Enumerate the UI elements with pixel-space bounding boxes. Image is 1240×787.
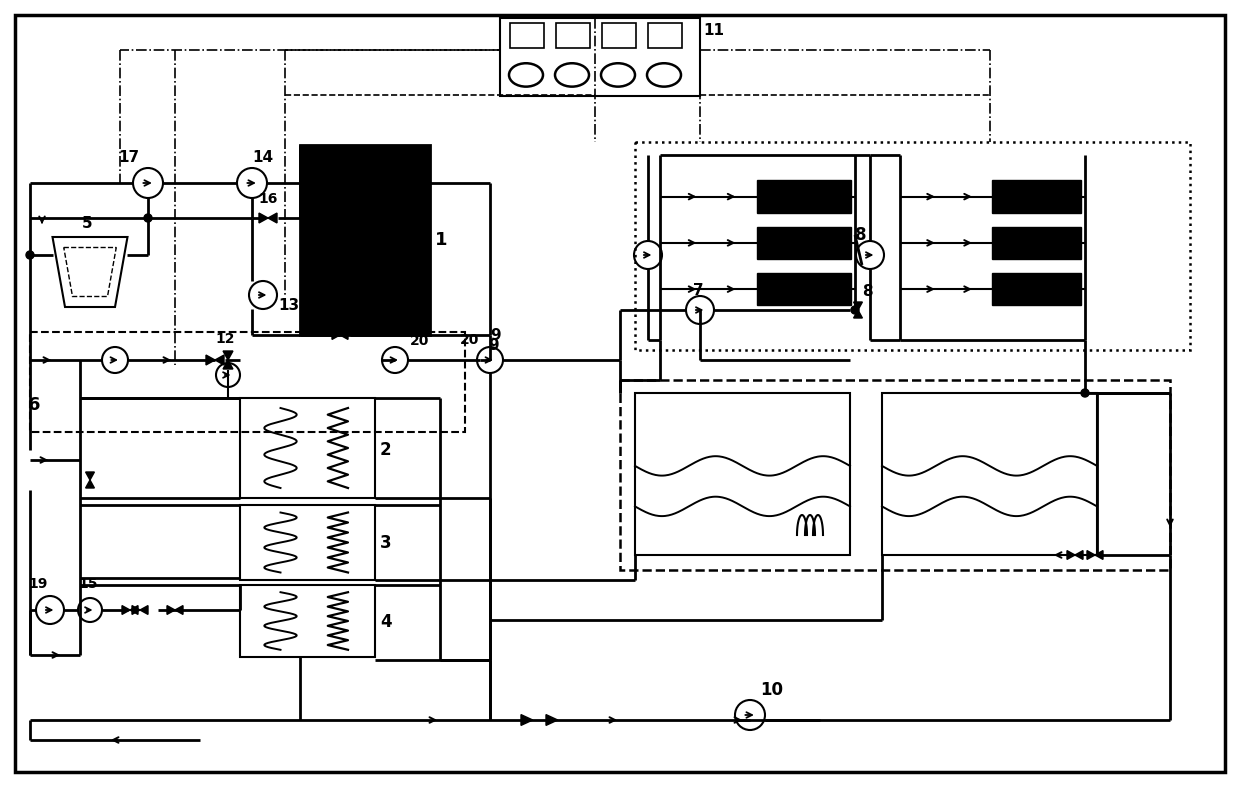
Polygon shape: [259, 213, 268, 223]
Bar: [241, 585, 374, 657]
Text: 8: 8: [862, 284, 873, 299]
Polygon shape: [122, 606, 130, 615]
Text: 12: 12: [215, 332, 234, 346]
Text: 15: 15: [78, 577, 98, 591]
Polygon shape: [167, 606, 175, 615]
Circle shape: [26, 251, 33, 259]
Bar: [635, 393, 849, 555]
Bar: [601, 23, 636, 49]
Polygon shape: [268, 213, 277, 223]
Text: 20: 20: [460, 333, 480, 347]
Text: 18: 18: [320, 307, 340, 321]
Text: 1: 1: [435, 231, 448, 249]
Polygon shape: [853, 302, 862, 310]
Text: 3: 3: [379, 534, 392, 552]
Bar: [241, 505, 374, 580]
Circle shape: [1081, 389, 1089, 397]
Text: 20: 20: [410, 334, 429, 348]
Text: 2: 2: [379, 441, 392, 459]
Text: 6: 6: [29, 396, 41, 414]
Text: 4: 4: [379, 613, 392, 631]
Polygon shape: [206, 355, 215, 365]
Polygon shape: [1087, 551, 1095, 560]
Polygon shape: [853, 310, 862, 318]
Polygon shape: [1066, 551, 1075, 560]
Bar: [992, 273, 1081, 305]
Bar: [992, 180, 1081, 212]
Bar: [556, 23, 590, 49]
Text: 19: 19: [29, 577, 47, 591]
Polygon shape: [223, 360, 233, 369]
Bar: [635, 142, 1190, 350]
Polygon shape: [223, 351, 233, 360]
Text: 9: 9: [490, 328, 501, 343]
Bar: [758, 273, 851, 305]
Text: 17: 17: [118, 150, 139, 165]
Circle shape: [144, 214, 153, 222]
Polygon shape: [340, 331, 348, 339]
Polygon shape: [1075, 551, 1083, 560]
Polygon shape: [546, 715, 558, 726]
Polygon shape: [1095, 551, 1104, 560]
Circle shape: [851, 306, 859, 314]
Bar: [300, 145, 430, 335]
Polygon shape: [332, 331, 340, 339]
Text: 14: 14: [252, 150, 273, 165]
Text: 9: 9: [489, 338, 498, 353]
Text: 10: 10: [760, 681, 782, 699]
Polygon shape: [215, 355, 224, 365]
Polygon shape: [131, 606, 140, 615]
Bar: [758, 180, 851, 212]
Text: 13: 13: [278, 298, 299, 313]
Polygon shape: [86, 480, 94, 488]
Polygon shape: [521, 715, 533, 726]
Polygon shape: [86, 472, 94, 480]
Polygon shape: [175, 606, 184, 615]
Text: 8: 8: [856, 226, 867, 244]
Bar: [510, 23, 544, 49]
Text: 11: 11: [703, 23, 724, 38]
Bar: [30, 332, 465, 432]
Bar: [241, 398, 374, 498]
Polygon shape: [140, 606, 148, 615]
Text: 5: 5: [82, 216, 93, 231]
Bar: [758, 227, 851, 259]
Polygon shape: [130, 606, 138, 615]
Bar: [620, 380, 1171, 570]
Bar: [992, 227, 1081, 259]
Bar: [649, 23, 682, 49]
Bar: [882, 393, 1097, 555]
Text: 16: 16: [258, 192, 278, 206]
Bar: [500, 18, 701, 96]
Text: 7: 7: [693, 283, 703, 298]
